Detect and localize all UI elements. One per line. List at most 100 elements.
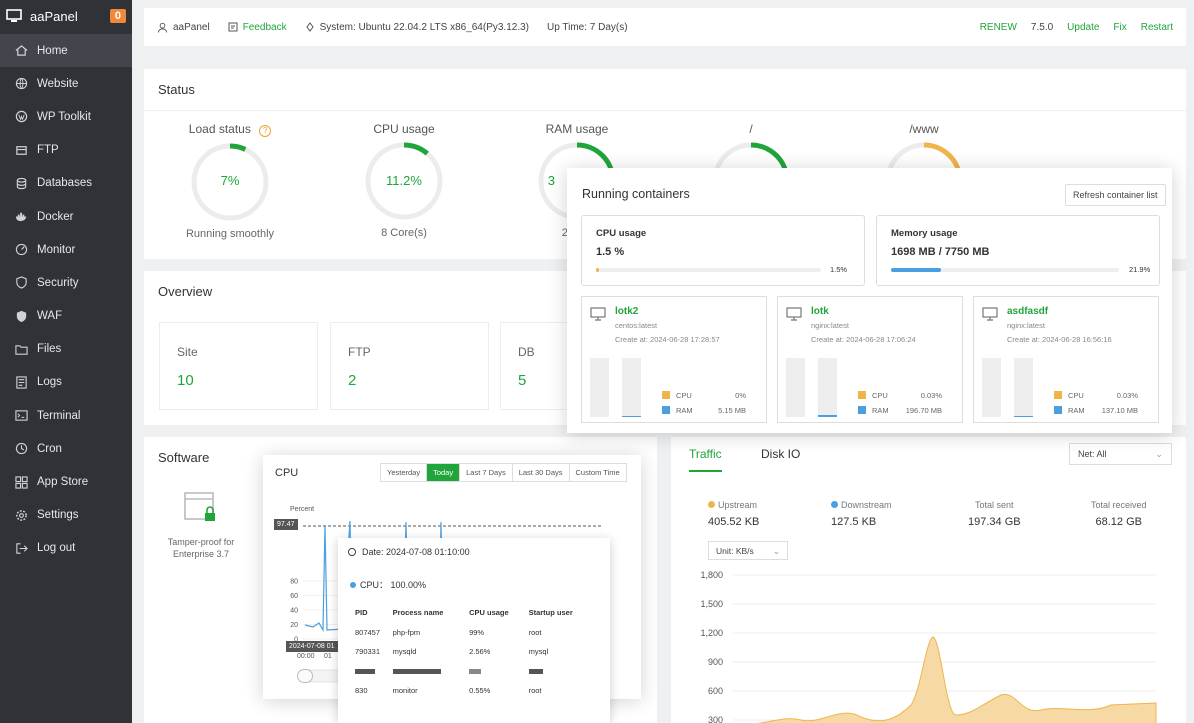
sidebar-item-website[interactable]: Website [0, 67, 132, 100]
update-button[interactable]: Update [1067, 21, 1100, 33]
cpu-y-tick: 60 [290, 593, 298, 600]
container-ram-column-fill [1014, 415, 1033, 417]
tab-traffic[interactable]: Traffic [689, 447, 722, 472]
process-column-header: Startup user [528, 608, 573, 618]
sidebar-item-app-store[interactable]: App Store [0, 465, 132, 498]
ram-legend-swatch [1054, 406, 1062, 414]
brand-name: aaPanel [30, 8, 78, 24]
traffic-card: Traffic Disk IO Net: All ⌄ Upstream 405.5… [671, 437, 1186, 723]
container-ram-column-fill [622, 415, 641, 417]
sidebar-item-files[interactable]: Files [0, 333, 132, 366]
process-column-header: PID [355, 608, 368, 618]
container-card[interactable]: lotk2 centos:latest Create at: 2024-06-28 … [581, 296, 767, 423]
sidebar-item-label: App Store [37, 476, 89, 489]
fix-button[interactable]: Fix [1113, 21, 1127, 33]
container-mem-bar [891, 268, 1119, 272]
container-name[interactable]: lotk2 [615, 306, 639, 317]
sidebar-item-wp-toolkit[interactable]: WP Toolkit [0, 100, 132, 133]
load-gauge[interactable]: Load status ? 7% Running smoothly [170, 122, 290, 240]
sidebar-nav: Home Website WP Toolkit FTP Databases Docker M… [0, 34, 132, 565]
container-mem-label: Memory usage [891, 228, 958, 239]
software-item[interactable]: Tamper-proof for Enterprise 3.7 [159, 487, 243, 560]
chevron-down-icon: ⌄ [772, 546, 780, 556]
load-label: Load status ? [170, 122, 290, 137]
notification-badge[interactable]: 0 [109, 9, 126, 23]
process-cell: php-fpm [392, 627, 421, 637]
overview-site[interactable]: Site 10 [159, 322, 318, 410]
sidebar-item-home[interactable]: Home [0, 34, 132, 68]
unit-select[interactable]: Unit: KB/s ⌄ [708, 541, 788, 560]
traffic-stat-label: Upstream [718, 500, 758, 510]
sidebar-item-monitor[interactable]: Monitor [0, 233, 132, 266]
container-cpu-usage: CPU usage 1.5 % 1.5% [581, 215, 865, 286]
ram-legend-label: RAM [1068, 406, 1085, 415]
sidebar-item-ftp[interactable]: FTP [0, 134, 132, 167]
ram-legend-swatch [858, 406, 866, 414]
sidebar-item-databases[interactable]: Databases [0, 167, 132, 200]
cpu-panel-title: CPU [275, 467, 299, 479]
sidebar-item-log-out[interactable]: Log out [0, 532, 132, 565]
site-count: 10 [177, 372, 194, 389]
sidebar-item-logs[interactable]: Logs [0, 366, 132, 399]
sidebar-item-terminal[interactable]: Terminal [0, 399, 132, 432]
feedback-link[interactable]: Feedback [228, 22, 287, 33]
range-tab-last-30-days[interactable]: Last 30 Days [513, 464, 570, 481]
container-ram: 137.10 MB [1101, 406, 1138, 415]
container-card[interactable]: lotk nginx:latest Create at: 2024-06-28 17… [777, 296, 963, 423]
cpu-legend-label: CPU [872, 391, 888, 400]
container-card[interactable]: asdfasdf nginx:latest Create at: 2024-06-2… [973, 296, 1159, 423]
containers-title: Running containers [582, 187, 690, 201]
container-name[interactable]: lotk [811, 306, 829, 317]
container-ram-column [622, 358, 641, 417]
cpu-slider-handle[interactable] [297, 669, 313, 683]
range-tab-last-7-days[interactable]: Last 7 Days [460, 464, 513, 481]
sidebar-item-label: Cron [37, 442, 62, 455]
net-select[interactable]: Net: All ⌄ [1069, 443, 1172, 465]
container-ram-column [1014, 358, 1033, 417]
container-name[interactable]: asdfasdf [1007, 306, 1049, 317]
sidebar-item-waf[interactable]: WAF [0, 300, 132, 333]
renew-button[interactable]: RENEW [979, 21, 1017, 33]
process-cell: mysqld [392, 647, 417, 657]
container-created: Create at: 2024-06-28 17:06:24 [811, 335, 916, 344]
cpu-gauge[interactable]: CPU usage 11.2% 8 Core(s) [344, 122, 464, 239]
range-tab-custom-time[interactable]: Custom Time [575, 468, 620, 477]
version-label: 7.5.0 [1030, 21, 1054, 33]
sidebar-item-security[interactable]: Security [0, 266, 132, 299]
user-info[interactable]: aaPanel [157, 22, 210, 33]
sidebar-item-settings[interactable]: Settings [0, 499, 132, 532]
disk-www-label: /www [909, 122, 939, 136]
process-table-header: PID Process name CPU usage Startup user [355, 603, 595, 623]
restart-button[interactable]: Restart [1140, 21, 1173, 33]
ram-legend-label: RAM [872, 406, 889, 415]
tooltip-cpu: CPU： 100.00% [350, 578, 426, 591]
shield-icon [16, 276, 27, 290]
refresh-container-list-button[interactable]: Refresh container list [1065, 184, 1166, 206]
help-icon[interactable]: ? [259, 125, 272, 137]
sidebar-item-label: WP Toolkit [37, 110, 91, 123]
sidebar-item-docker[interactable]: Docker [0, 200, 132, 233]
load-ring [191, 143, 269, 221]
container-monitor-icon [590, 307, 606, 321]
overview-ftp[interactable]: FTP 2 [330, 322, 489, 410]
traffic-stat-value: 197.34 GB [968, 516, 1021, 528]
sidebar-item-label: Website [37, 77, 79, 90]
cpu-tooltip: Date: 2024-07-08 01:10:00 CPU： 100.00% P… [338, 538, 610, 723]
home-icon [15, 45, 28, 56]
traffic-stat-label: Total sent [975, 500, 1014, 510]
range-tab-yesterday[interactable]: Yesterday [381, 464, 428, 481]
sidebar-item-cron[interactable]: Cron [0, 432, 132, 465]
container-ram-column [818, 358, 837, 417]
container-cpu-column [982, 358, 1001, 417]
db-count: 5 [518, 372, 527, 389]
range-tab-today[interactable]: Today [427, 464, 461, 481]
process-cell: 790331 [355, 647, 381, 657]
process-cell: 2.56% [469, 647, 491, 657]
container-ram: 5.15 MB [718, 406, 746, 415]
sidebar-item-label: Home [37, 44, 68, 57]
traffic-stats: Upstream 405.52 KB Downstream 127.5 KB Total… [671, 497, 1186, 531]
cpu-legend-label: CPU [1068, 391, 1084, 400]
cpu-y-tick: 0 [294, 637, 298, 644]
db-label: DB [518, 345, 535, 359]
tab-disk-io[interactable]: Disk IO [761, 447, 801, 461]
